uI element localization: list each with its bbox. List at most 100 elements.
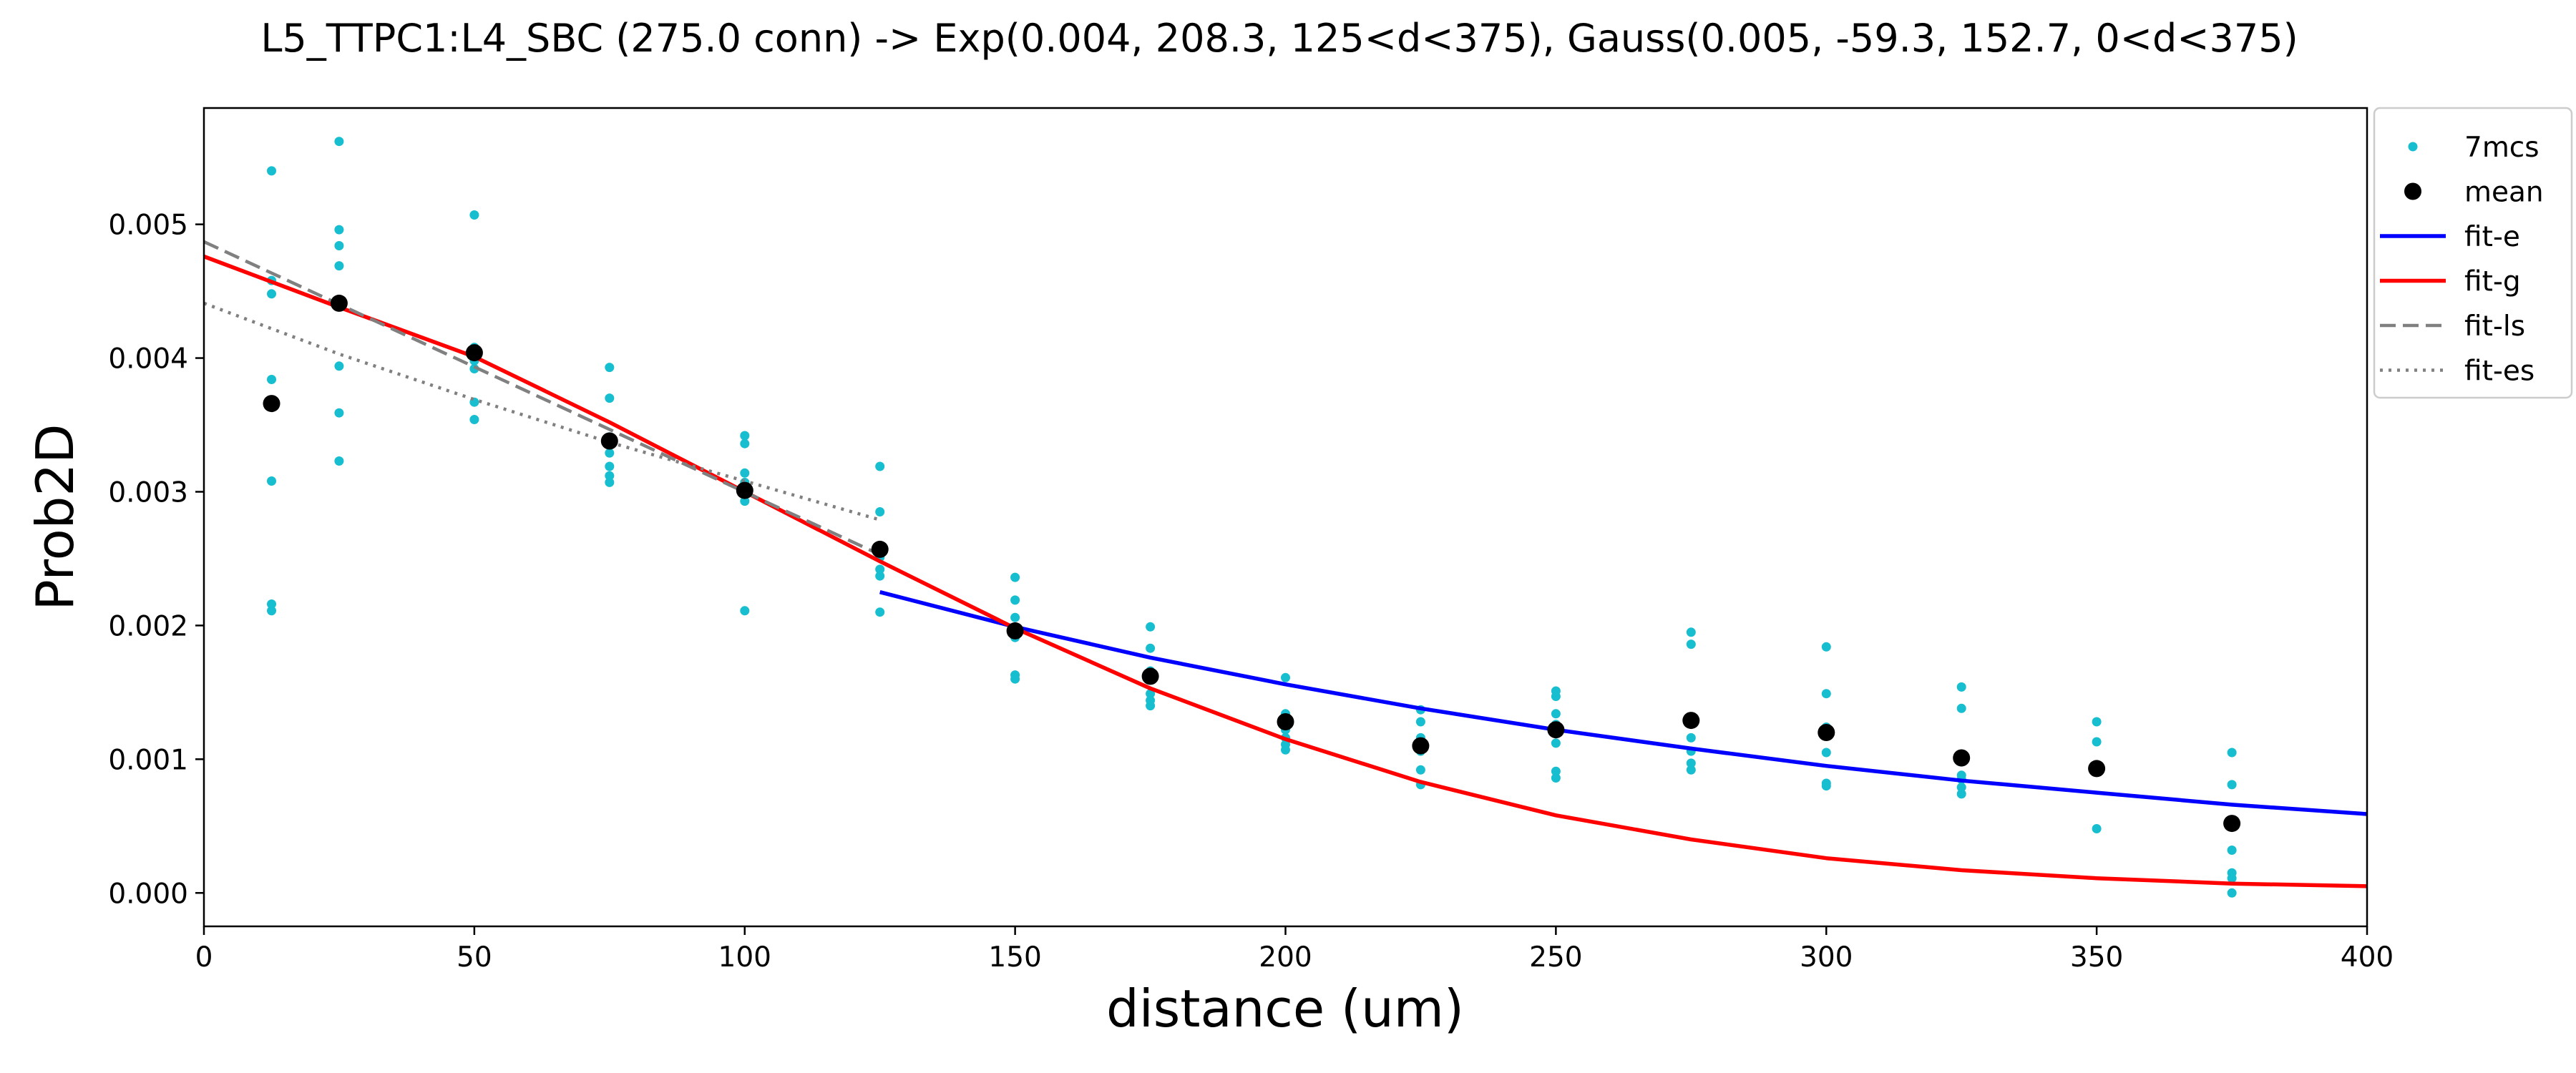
point-7mcs bbox=[2227, 748, 2237, 758]
point-7mcs bbox=[1146, 701, 1156, 711]
legend-item-fit-g: fit-g bbox=[2380, 266, 2521, 298]
point-mean bbox=[1818, 724, 1835, 741]
point-7mcs bbox=[740, 438, 750, 449]
y-tick-label: 0.004 bbox=[108, 343, 188, 376]
y-tick-label: 0.001 bbox=[108, 744, 188, 776]
point-7mcs bbox=[875, 571, 885, 581]
point-7mcs bbox=[1551, 773, 1561, 783]
point-7mcs bbox=[267, 476, 276, 486]
point-7mcs bbox=[1821, 748, 1831, 758]
point-7mcs bbox=[875, 461, 885, 471]
x-tick-label: 250 bbox=[1529, 941, 1582, 974]
line-fit-e bbox=[879, 590, 2368, 816]
point-7mcs bbox=[1146, 643, 1156, 653]
legend-label: fit-ls bbox=[2464, 310, 2525, 343]
legend-label: 7mcs bbox=[2464, 132, 2540, 164]
point-7mcs bbox=[1956, 789, 1966, 799]
point-7mcs bbox=[605, 477, 615, 487]
legend-label: fit-es bbox=[2464, 356, 2534, 388]
legend-item-fit-e: fit-e bbox=[2380, 221, 2520, 253]
point-7mcs bbox=[1956, 703, 1966, 713]
legend-label: fit-e bbox=[2464, 221, 2520, 253]
point-7mcs bbox=[1146, 622, 1156, 632]
point-7mcs bbox=[2227, 888, 2237, 898]
y-axis: 0.000 0.001 0.002 0.003 0.004 0.005 bbox=[108, 210, 204, 910]
point-mean bbox=[600, 432, 618, 450]
point-7mcs bbox=[267, 166, 276, 176]
point-7mcs bbox=[875, 507, 885, 516]
legend-label: mean bbox=[2464, 177, 2544, 209]
point-7mcs bbox=[334, 456, 344, 466]
x-tick-label: 350 bbox=[2070, 941, 2123, 974]
chart-title: L5_TTPC1:L4_SBC (275.0 conn) -> Exp(0.00… bbox=[260, 16, 2298, 61]
point-7mcs bbox=[334, 408, 344, 418]
point-7mcs bbox=[1956, 783, 1966, 793]
point-mean bbox=[1682, 712, 1700, 730]
point-7mcs bbox=[2227, 846, 2237, 855]
point-7mcs bbox=[1956, 682, 1966, 692]
line-fit-es bbox=[203, 301, 881, 521]
y-axis-title: Prob2D bbox=[25, 423, 85, 610]
point-7mcs bbox=[875, 564, 885, 574]
point-7mcs bbox=[1686, 733, 1696, 743]
x-tick-label: 100 bbox=[718, 941, 771, 974]
series-fit-g bbox=[203, 254, 2368, 888]
point-7mcs bbox=[1281, 745, 1290, 755]
point-mean bbox=[1277, 713, 1294, 730]
point-7mcs bbox=[605, 471, 615, 481]
point-7mcs bbox=[1551, 709, 1561, 719]
point-7mcs bbox=[1415, 717, 1425, 727]
legend: 7mcs mean fit-e fit-g fit-ls fit-es bbox=[2373, 107, 2573, 399]
series-fit-ls bbox=[203, 240, 881, 557]
point-7mcs bbox=[1821, 689, 1831, 699]
point-7mcs bbox=[2092, 737, 2102, 747]
point-mean bbox=[263, 395, 280, 413]
point-7mcs bbox=[334, 137, 344, 147]
point-7mcs bbox=[1281, 672, 1290, 682]
point-7mcs bbox=[2227, 873, 2237, 883]
series-fit-e bbox=[879, 590, 2368, 816]
point-7mcs bbox=[1551, 766, 1561, 776]
point-7mcs bbox=[1686, 765, 1696, 775]
point-7mcs bbox=[267, 375, 276, 384]
x-tick-label: 50 bbox=[457, 941, 492, 974]
point-7mcs bbox=[1010, 572, 1020, 582]
x-tick-label: 300 bbox=[1800, 941, 1853, 974]
point-7mcs bbox=[2227, 780, 2237, 790]
point-7mcs bbox=[334, 361, 344, 371]
legend-box bbox=[2373, 107, 2573, 399]
x-tick-label: 0 bbox=[195, 941, 213, 974]
y-tick-label: 0.003 bbox=[108, 476, 188, 509]
y-tick-label: 0.002 bbox=[108, 610, 188, 642]
point-7mcs bbox=[267, 599, 276, 609]
point-7mcs bbox=[469, 415, 479, 424]
x-axis-title: distance (um) bbox=[1106, 979, 1464, 1039]
point-mean bbox=[1006, 622, 1024, 640]
legend-item-mean: mean bbox=[2404, 177, 2544, 209]
plot-area bbox=[203, 107, 2368, 928]
point-mean bbox=[1412, 737, 1430, 755]
point-7mcs bbox=[605, 393, 615, 403]
point-7mcs bbox=[1010, 612, 1020, 622]
point-mean bbox=[1547, 721, 1565, 739]
point-7mcs bbox=[2092, 824, 2102, 833]
point-7mcs bbox=[1686, 627, 1696, 637]
point-7mcs bbox=[1551, 692, 1561, 701]
legend-item-fit-es: fit-es bbox=[2380, 356, 2534, 388]
point-7mcs bbox=[605, 363, 615, 373]
point-7mcs bbox=[469, 210, 479, 220]
plot-background bbox=[204, 108, 2367, 926]
point-mean bbox=[871, 540, 889, 558]
point-7mcs bbox=[2092, 717, 2102, 727]
point-mean bbox=[1141, 667, 1159, 685]
point-7mcs bbox=[740, 606, 750, 616]
point-7mcs bbox=[605, 461, 615, 471]
point-7mcs bbox=[1686, 758, 1696, 768]
series-fit-es bbox=[203, 301, 881, 521]
point-7mcs bbox=[740, 468, 750, 478]
legend-swatch-7mcs bbox=[2408, 142, 2418, 152]
point-mean bbox=[736, 481, 753, 499]
x-tick-label: 200 bbox=[1259, 941, 1312, 974]
point-7mcs bbox=[1686, 640, 1696, 650]
